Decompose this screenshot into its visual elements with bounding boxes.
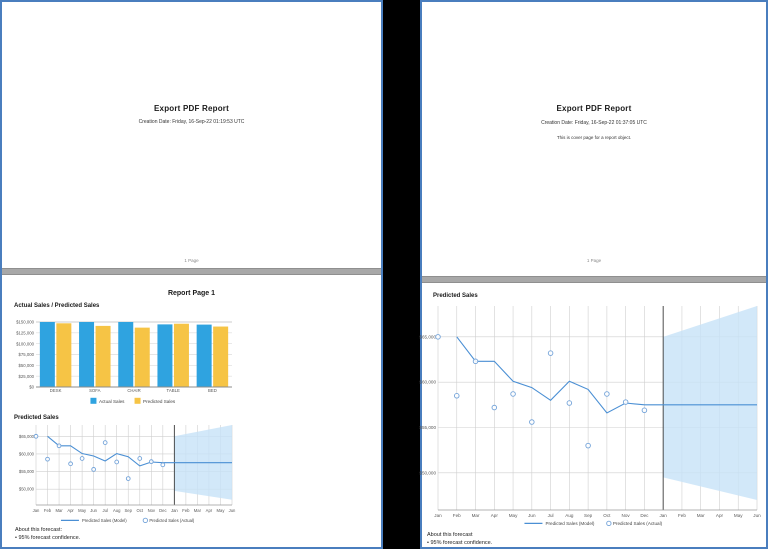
svg-text:$60,000: $60,000 [419,380,436,385]
svg-text:SOFA: SOFA [89,388,101,393]
page-break-bar [2,268,381,275]
svg-text:Apr: Apr [716,513,724,518]
svg-text:Predicted Sales (Actual): Predicted Sales (Actual) [613,521,663,526]
forecast-line-chart: $50,000 $55,000 $60,000 $65,000 Jan Feb Mar Apr… [419,306,761,527]
svg-text:$25,000: $25,000 [18,374,34,379]
svg-text:Aug: Aug [113,508,121,513]
svg-text:Jan: Jan [171,508,178,513]
line-chart-title: Predicted Sales [14,415,59,421]
svg-text:TABLE: TABLE [167,388,180,393]
cover-subtitle: This is cover page for a report object. [556,135,632,140]
svg-text:Predicted Sales (Model): Predicted Sales (Model) [545,521,594,526]
svg-text:Feb: Feb [678,513,686,518]
about-forecast-bullet: • 95% forecast confidence. [15,535,81,541]
right-pdf-document: Export PDF Report Creation Date: Friday,… [419,0,768,549]
svg-text:BED: BED [208,388,217,393]
svg-text:CHAIR: CHAIR [127,388,140,393]
bar-chart: $0 $25,000 $50,000 $75,000 $100,000 $125,000 $… [16,320,232,404]
left-pdf-document: Export PDF Report Creation Date: Friday,… [0,0,383,549]
svg-text:Feb: Feb [182,508,190,513]
svg-text:Aug: Aug [565,513,574,518]
svg-text:Nov: Nov [148,508,156,513]
cover-page-count: 1 Page [184,258,199,263]
about-forecast-title: About this forecast: [15,527,63,533]
cover-title: Export PDF Report [154,104,229,113]
svg-text:Jun: Jun [528,513,536,518]
svg-text:$150,000: $150,000 [16,320,35,325]
svg-text:Predicted Sales (Model): Predicted Sales (Model) [82,518,127,523]
svg-text:Apr: Apr [491,513,499,518]
svg-text:$50,000: $50,000 [419,470,436,475]
svg-text:DESK: DESK [50,388,62,393]
svg-text:Sep: Sep [584,513,593,518]
svg-text:Jan: Jan [434,513,442,518]
svg-text:Mar: Mar [472,513,480,518]
bar-chart-block: Actual Sales / Predicted Sales $0 $25,000… [14,303,246,408]
forecast-chart-block: Predicted Sales $50,000 $55,000 $60,000 $65… [14,415,246,527]
svg-text:$50,000: $50,000 [19,487,35,492]
svg-text:Feb: Feb [453,513,461,518]
svg-text:Jan: Jan [33,508,40,513]
svg-text:Actual Sales: Actual Sales [99,399,125,404]
about-forecast: About this forecast • 95% forecast confi… [427,531,492,547]
svg-text:$55,000: $55,000 [19,469,35,474]
svg-text:Mar: Mar [55,508,63,513]
svg-text:Mar: Mar [697,513,705,518]
svg-text:May: May [734,513,743,518]
svg-text:$65,000: $65,000 [419,334,436,339]
svg-text:$50,000: $50,000 [18,363,34,368]
svg-text:Jul: Jul [102,508,107,513]
svg-text:Apr: Apr [67,508,74,513]
cover-creation-date: Creation Date: Friday, 16-Sep-22 01:37:0… [541,120,647,126]
svg-text:Jun: Jun [753,513,761,518]
line-chart-title: Predicted Sales [433,293,478,299]
report-page-title: Report Page 1 [167,290,216,297]
about-forecast-bullet: • 95% forecast confidence. [427,540,493,546]
svg-text:$0: $0 [29,385,34,390]
svg-text:Dec: Dec [640,513,649,518]
svg-text:$100,000: $100,000 [16,341,35,346]
about-forecast-title: About this forecast [427,532,473,538]
svg-text:Predicted Sales (Actual): Predicted Sales (Actual) [149,518,195,523]
svg-text:May: May [217,508,226,513]
cover-creation-date: Creation Date: Friday, 16-Sep-22 01:19:5… [138,119,245,125]
svg-text:Jun: Jun [229,508,236,513]
pane-divider [383,0,420,549]
svg-text:Predicted Sales: Predicted Sales [143,399,176,404]
svg-text:Sep: Sep [125,508,133,513]
svg-text:$60,000: $60,000 [19,451,35,456]
svg-text:Nov: Nov [622,513,631,518]
svg-text:Mar: Mar [194,508,202,513]
svg-text:May: May [78,508,87,513]
svg-text:Dec: Dec [159,508,166,513]
svg-text:Oct: Oct [137,508,144,513]
svg-text:Oct: Oct [603,513,611,518]
svg-text:Jan: Jan [659,513,667,518]
bar-chart-title: Actual Sales / Predicted Sales [14,303,100,309]
svg-text:Feb: Feb [44,508,52,513]
svg-text:Jun: Jun [90,508,97,513]
svg-text:$65,000: $65,000 [19,434,35,439]
svg-text:$75,000: $75,000 [18,352,34,357]
svg-text:$55,000: $55,000 [419,425,436,430]
svg-text:May: May [509,513,518,518]
svg-text:$125,000: $125,000 [16,330,35,335]
cover-page-count: 1 Page [586,258,602,263]
about-forecast: About this forecast: • 95% forecast conf… [15,526,80,542]
page-break-bar [422,276,766,283]
svg-text:Apr: Apr [206,508,213,513]
svg-text:Jul: Jul [548,513,554,518]
cover-title: Export PDF Report [556,104,632,113]
